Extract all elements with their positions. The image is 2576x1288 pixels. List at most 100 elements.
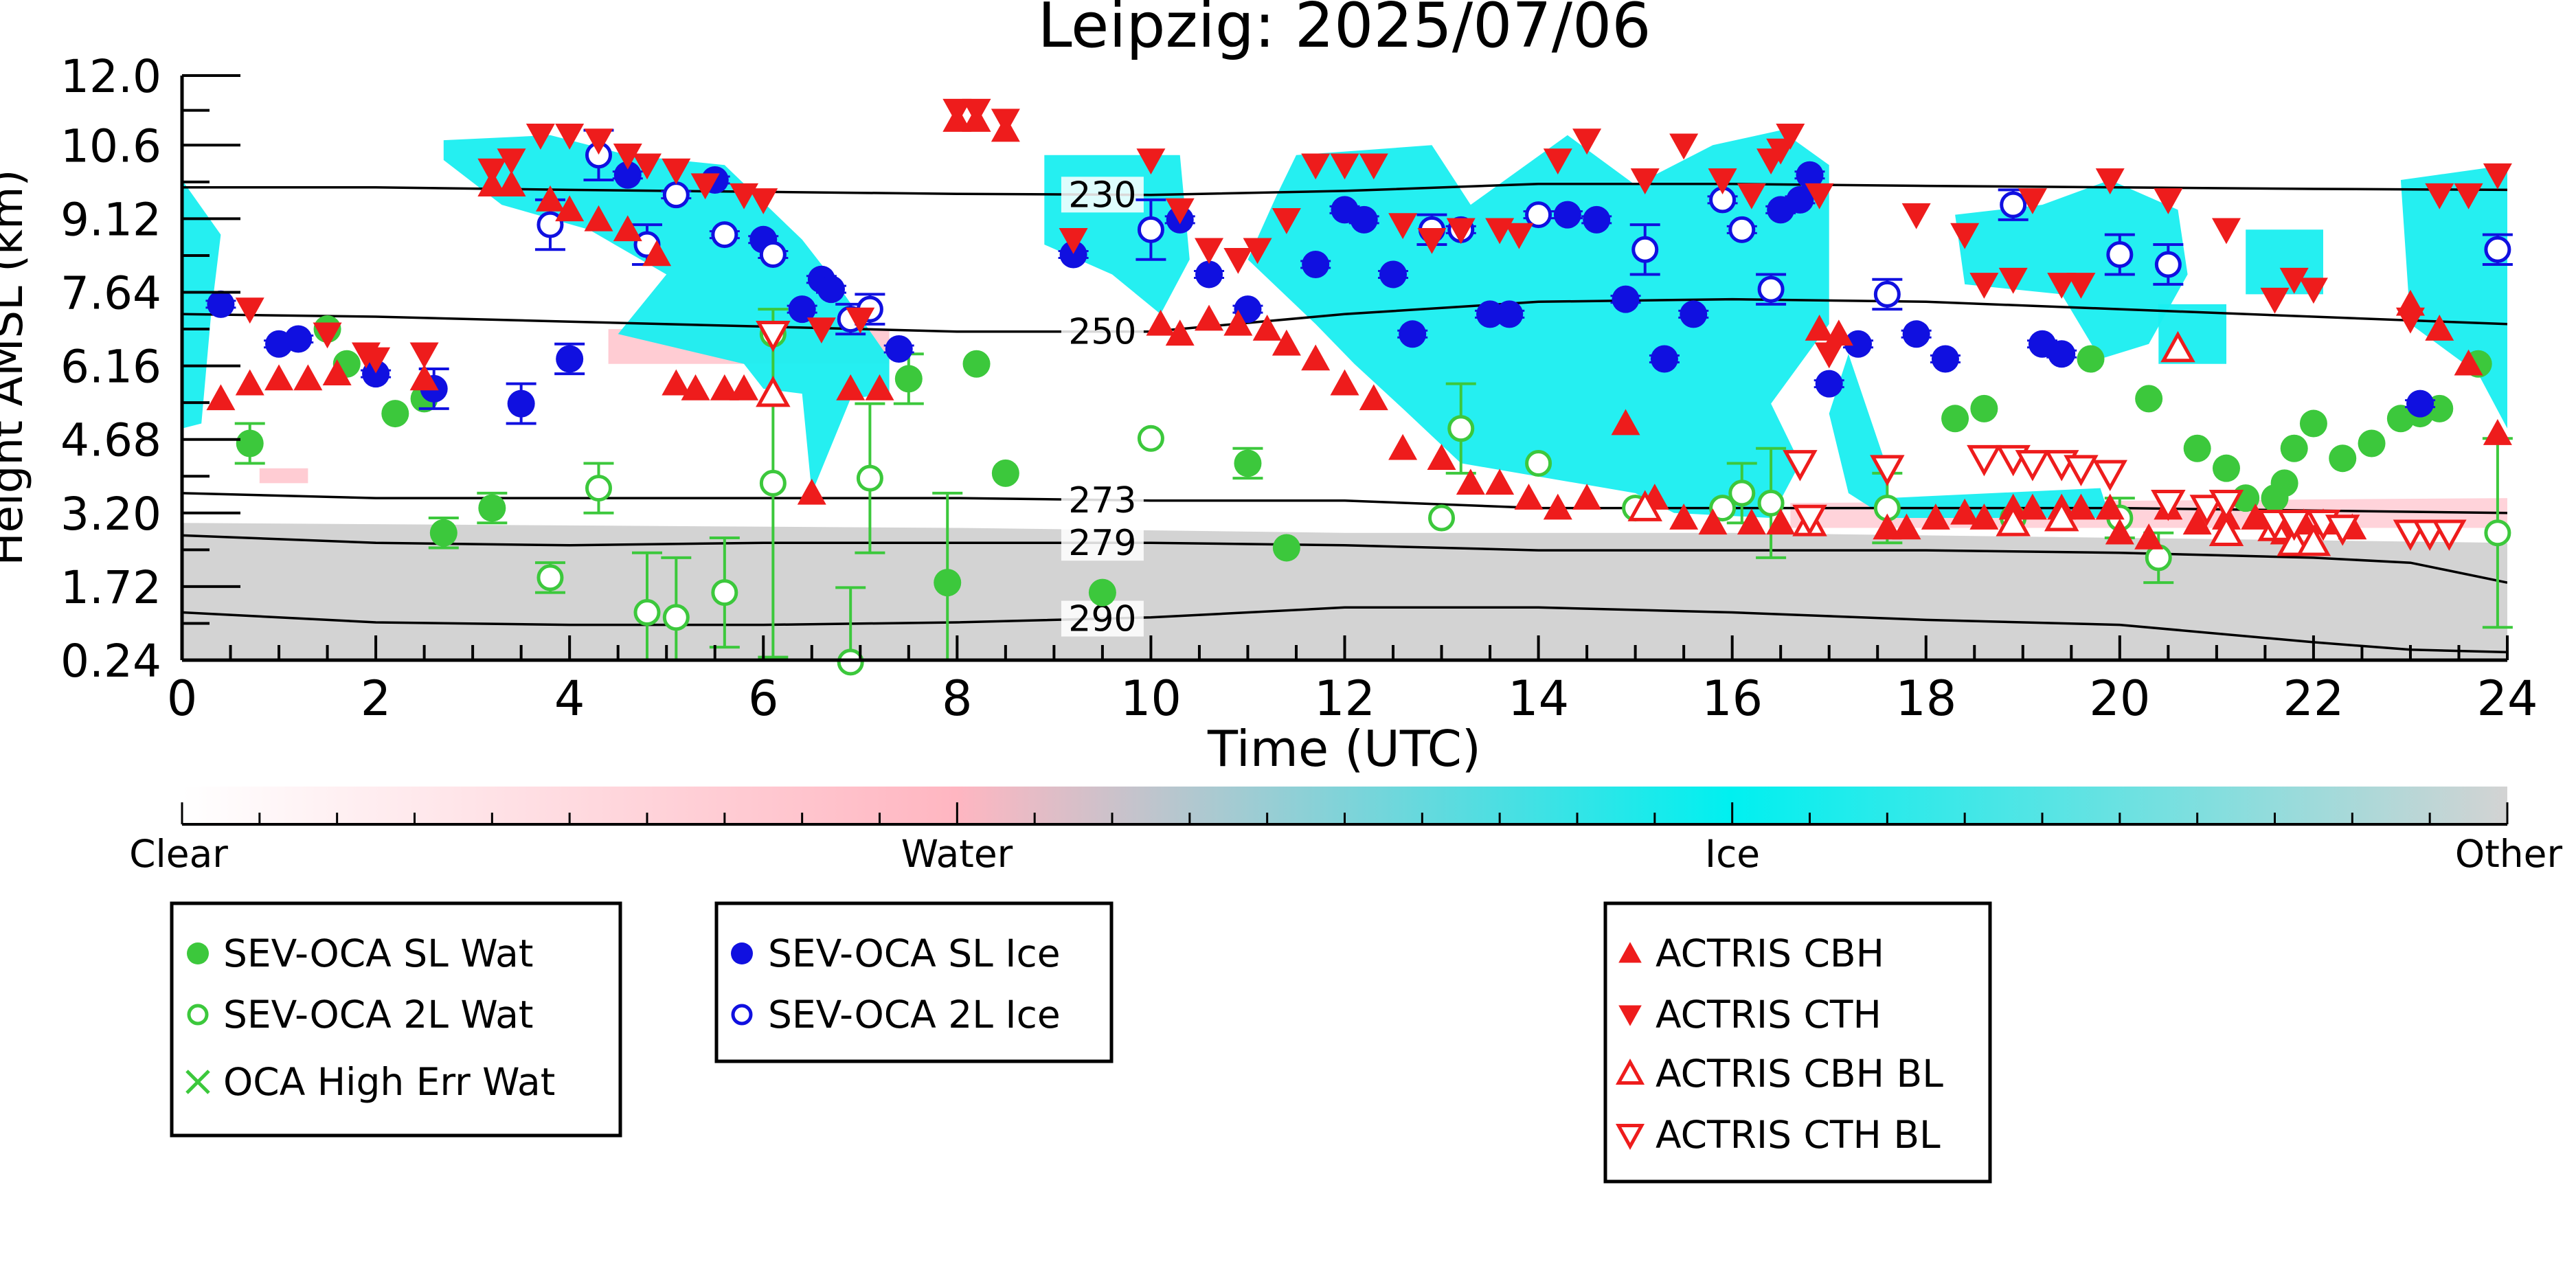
data-point: [2280, 434, 2308, 462]
data-point: [536, 564, 564, 591]
data-point: [2092, 460, 2127, 492]
data-point: [2095, 168, 2125, 194]
x-tick-label: 10: [1120, 670, 1182, 727]
x-tick-label: 6: [748, 670, 779, 727]
data-point: [1583, 205, 1611, 234]
data-point: [749, 188, 778, 214]
phase-region: [1247, 130, 1829, 519]
data-point: [1456, 468, 1485, 495]
data-point: [2189, 495, 2225, 526]
x-axis-ticks: 0 2 4 6 8 10 12 14 16 18 20 22 24: [167, 635, 2538, 727]
contour-label: 273: [1068, 480, 1136, 521]
data-point: [2154, 188, 2183, 214]
data-point: [1165, 319, 1195, 346]
data-point: [1223, 247, 1253, 274]
data-point: [1146, 309, 1175, 336]
legend-marker-open-circle: [187, 1004, 209, 1026]
data-point: [759, 241, 787, 269]
data-point: [690, 173, 720, 200]
legend-label: SEV-OCA SL Ice: [768, 931, 1061, 975]
data-point: [1776, 124, 1805, 150]
contour-label-bg: [1061, 313, 1144, 350]
legend-marker-shape: [731, 1004, 753, 1026]
data-point: [1698, 508, 1728, 535]
data-point: [1844, 330, 1873, 358]
legend-label: SEV-OCA SL Wat: [223, 931, 533, 975]
data-point: [1476, 300, 1504, 328]
data-point: [1525, 201, 1552, 229]
x-tick-label: 22: [2283, 670, 2344, 727]
data-point: [2105, 518, 2134, 545]
data-point: [1485, 468, 1515, 495]
data-point: [2483, 419, 2512, 445]
legend-marker-filled-circle: [187, 942, 209, 964]
y-axis-label: Height AMSL (km): [0, 170, 33, 566]
data-point: [2260, 287, 2290, 314]
legend-actris: ACTRIS CBH ACTRIS CTH ACTRIS CBH BL ACTR…: [1603, 901, 1992, 1184]
data-point: [1950, 223, 1980, 249]
chart-title: Leipzig: 2025/07/06: [1037, 0, 1651, 62]
x-tick-label: 24: [2476, 670, 2538, 727]
x-tick-label: 14: [1508, 670, 1569, 727]
legend-marker-open-triangle-down: [1615, 1124, 1645, 1150]
data-point: [2183, 434, 2211, 462]
data-point: [1302, 250, 1330, 278]
data-point: [1388, 213, 1418, 240]
series-actris-cbh: [206, 106, 2512, 550]
data-point: [2279, 267, 2309, 294]
data-point: [662, 369, 691, 396]
data-point: [1611, 409, 1640, 436]
data-point: [2329, 444, 2357, 473]
isotherm-line: [182, 606, 2507, 654]
y-tick-label: 12.0: [60, 50, 161, 103]
data-point: [535, 185, 565, 212]
data-point: [2358, 429, 2386, 457]
x-axis-label: Time (UTC): [1207, 720, 1481, 778]
data-point: [1709, 495, 1737, 522]
data-point: [1669, 504, 1699, 530]
data-point: [2425, 183, 2454, 210]
data-point: [235, 297, 264, 324]
data-point: [2160, 330, 2195, 363]
data-point: [2425, 315, 2454, 341]
data-point: [1272, 208, 1301, 234]
data-point: [1970, 394, 1998, 422]
data-point: [856, 464, 883, 492]
data-point: [1447, 415, 1475, 442]
legend-label: ACTRIS CTH BL: [1656, 1113, 1941, 1157]
data-point: [2454, 349, 2483, 376]
y-tick-label: 9.12: [60, 193, 161, 246]
data-point: [1873, 280, 1901, 308]
data-point: [1525, 449, 1552, 477]
data-point: [846, 307, 875, 334]
y-tick-label: 10.6: [60, 120, 161, 172]
data-point: [497, 170, 526, 197]
data-point: [633, 599, 661, 626]
data-point: [1805, 315, 1834, 341]
data-point: [1195, 238, 1224, 264]
data-point: [613, 215, 642, 242]
data-point: [2182, 508, 2212, 535]
data-point: [381, 400, 409, 428]
data-point: [991, 459, 1019, 487]
data-point: [584, 205, 613, 231]
data-point: [236, 429, 264, 457]
data-point: [806, 317, 836, 344]
data-point: [2211, 218, 2241, 245]
data-point: [207, 290, 235, 318]
data-point: [1359, 153, 1388, 180]
data-point: [1330, 369, 1359, 396]
data-point: [1059, 228, 1088, 254]
x-tick-label: 20: [2089, 670, 2150, 727]
y-tick-label: 3.20: [60, 488, 161, 541]
data-point: [756, 375, 791, 407]
legend-entry: SEV-OCA SL Ice: [731, 931, 1061, 975]
colorbar-label-clear: Clear: [129, 832, 228, 876]
legend-marker-open-circle: [731, 1004, 753, 1026]
colorbar-label-water: Water: [901, 832, 1013, 876]
legend-marker-shape: [1618, 1005, 1642, 1026]
legend-marker-x: [185, 1070, 210, 1094]
data-point: [2000, 191, 2027, 218]
data-point: [885, 335, 913, 363]
x-tick-label: 0: [167, 670, 198, 727]
